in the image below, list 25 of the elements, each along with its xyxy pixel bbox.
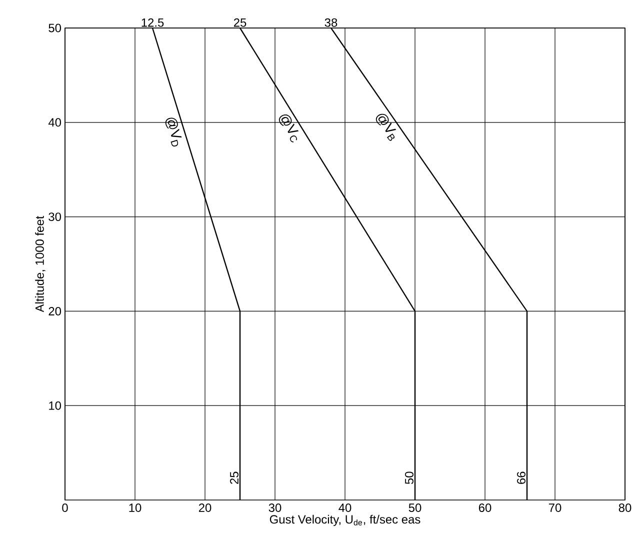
annotation: 38 <box>324 18 338 27</box>
x-tick-label: 40 <box>338 504 352 512</box>
x-tick-label: 10 <box>129 504 142 512</box>
x-axis-title: Gust Velocity, U$_{de}$, ft/sec eas <box>270 514 420 526</box>
annotation: 25 <box>234 18 246 27</box>
x-tick-label: 0 <box>62 504 68 512</box>
text: @V$_{B}$ <box>376 114 396 141</box>
y-tick-label: 50 <box>48 24 62 32</box>
annotation: 66 <box>517 472 526 484</box>
y-tick-label: 20 <box>48 306 62 316</box>
y-tick-label: 40 <box>48 118 62 127</box>
x-tick-label: 60 <box>478 504 492 512</box>
y-axis-title: Altitude, 1000 feet <box>35 216 46 312</box>
x-tick-label: 70 <box>548 504 562 512</box>
y-tick-label: 30 <box>48 212 62 222</box>
x-tick-label: 80 <box>618 504 632 512</box>
annotation: 12.5 <box>142 18 164 27</box>
annotation: 50 <box>405 472 414 484</box>
x-tick-label: 20 <box>198 504 212 512</box>
text: @V$_{D}$ <box>165 118 182 146</box>
annotation: 25 <box>230 472 238 484</box>
text: @V$_{C}$ <box>278 114 299 142</box>
x-tick-label: 30 <box>268 504 282 512</box>
y-tick-label: 10 <box>49 401 62 410</box>
x-tick-label: 50 <box>408 504 422 512</box>
